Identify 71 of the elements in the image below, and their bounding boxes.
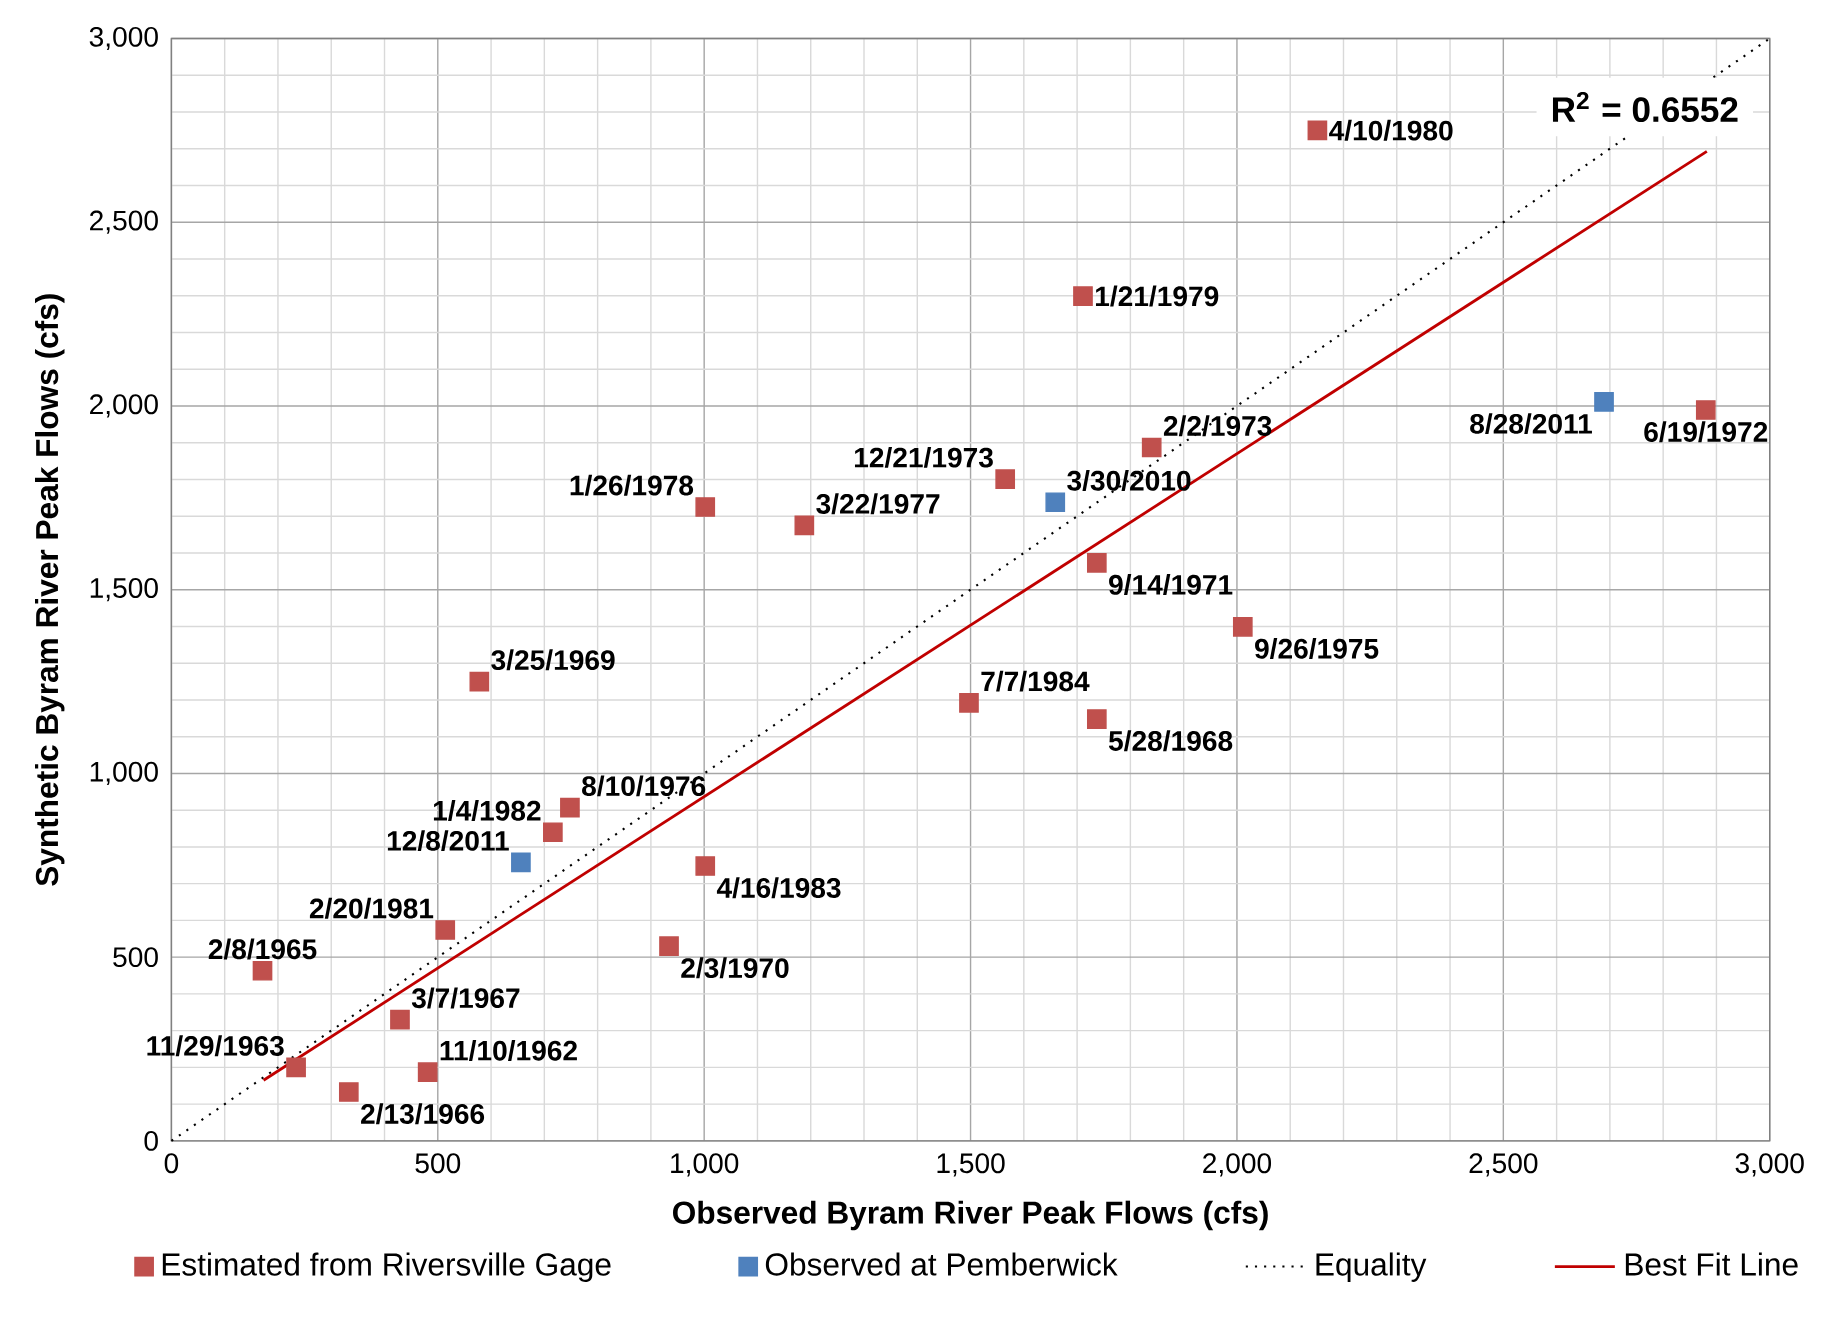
y-tick-label: 3,000 [89, 26, 158, 51]
annotation: 4/16/1983 [716, 877, 841, 899]
y-axis-title: Synthetic Byram River Peak Flows (cfs) [35, 294, 65, 886]
point [1141, 437, 1162, 458]
annotation: 9/26/1975 [1255, 638, 1379, 659]
point [959, 693, 979, 713]
point [1594, 392, 1614, 412]
y-tick-label: 2,500 [90, 210, 158, 234]
point [469, 671, 490, 692]
annotation: 12/21/1973 [854, 446, 993, 468]
annotation: 1/21/1979 [1095, 285, 1219, 307]
y-tick-label: 1,000 [90, 761, 158, 786]
y-tick-label: 500 [113, 947, 158, 968]
annotation: 3/7/1967 [411, 987, 520, 1009]
x-tick-label: 2,000 [1203, 1153, 1272, 1177]
point [1307, 120, 1328, 141]
legend-label: Best Fit Line [1625, 1252, 1798, 1276]
annotation: 2/2/1973 [1163, 415, 1272, 437]
point [1086, 709, 1107, 729]
point [286, 1057, 306, 1078]
annotation: 2/13/1966 [361, 1103, 485, 1125]
annotation: 3/22/1977 [816, 493, 940, 515]
point [695, 856, 716, 876]
legend-label: Observed at Pemberwick [765, 1252, 1118, 1276]
point [252, 960, 273, 981]
point [1086, 553, 1107, 573]
legend-label: Equality [1316, 1252, 1427, 1282]
point [794, 515, 815, 536]
point [1073, 286, 1093, 306]
x-tick-label: 3,000 [1735, 1153, 1804, 1177]
point [1232, 616, 1253, 637]
point [1045, 492, 1066, 513]
x-tick-label: 0 [164, 1153, 179, 1174]
point [659, 936, 679, 956]
annotation: 8/10/1976 [582, 775, 706, 797]
point [511, 852, 531, 873]
point [1695, 400, 1716, 420]
annotation: 3/25/1969 [491, 649, 615, 671]
annotation: 3/30/2010 [1067, 470, 1191, 491]
legend-label: Estimated from Riversville Gage [162, 1252, 611, 1282]
annotation: 11/10/1962 [440, 1039, 577, 1061]
annotation: 2/20/1981 [309, 897, 434, 919]
x-axis-title: Observed Byram River Peak Flows (cfs) [673, 1200, 1268, 1231]
annotation: 7/7/1984 [981, 670, 1090, 692]
x-tick-label: 1,500 [937, 1153, 1005, 1177]
annotation: 4/10/1980 [1329, 119, 1453, 141]
annotation: 12/8/2011 [387, 830, 509, 852]
point [695, 497, 716, 517]
annotation: 8/28/2011 [1470, 413, 1592, 435]
y-tick-label: 0 [144, 1130, 158, 1151]
point [338, 1082, 359, 1102]
point [543, 822, 563, 843]
point [995, 469, 1016, 489]
annotation: 5/28/1968 [1108, 730, 1233, 752]
y-tick-label: 1,500 [90, 578, 158, 602]
point [560, 797, 580, 818]
annotation: 1/4/1982 [433, 800, 541, 821]
point [435, 920, 456, 940]
annotation: R$^{2}$ = 0.6552 [1552, 91, 1738, 123]
x-tick-label: 2,500 [1469, 1153, 1538, 1177]
annotation: 2/3/1970 [681, 957, 789, 979]
y-tick-label: 2,000 [90, 394, 158, 418]
annotation: 1/26/1978 [570, 474, 694, 496]
annotation: 11/29/1963 [147, 1035, 284, 1057]
annotation: 6/19/1972 [1644, 421, 1768, 443]
point [417, 1062, 438, 1083]
x-tick-label: 1,000 [671, 1153, 739, 1177]
annotation: 2/8/1965 [208, 938, 317, 960]
annotation: 9/14/1971 [1109, 574, 1233, 596]
x-tick-label: 500 [415, 1153, 461, 1174]
point [390, 1009, 410, 1030]
